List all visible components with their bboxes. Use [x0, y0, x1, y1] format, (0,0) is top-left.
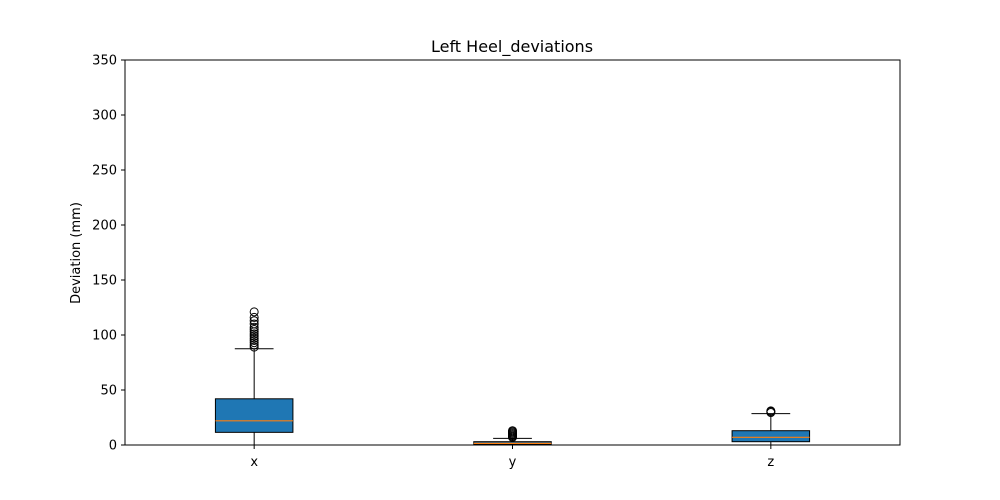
chart-title: Left Heel_deviations: [431, 37, 593, 57]
outlier-point: [508, 426, 517, 436]
outlier-point: [249, 333, 259, 343]
outlier-point: [249, 319, 259, 329]
plot-frame: [124, 59, 901, 446]
outlier-point: [249, 316, 259, 326]
outlier-point: [249, 322, 259, 332]
outlier-point: [249, 338, 259, 348]
iqr-box: [731, 430, 811, 443]
outlier-point: [249, 340, 259, 350]
y-tick-label: 150: [92, 274, 117, 289]
outlier-point: [249, 307, 259, 317]
outlier-point: [249, 329, 259, 339]
iqr-box: [214, 398, 294, 433]
plot-area: 0 50 100 150 200 250 300 350 x y z: [92, 54, 811, 470]
y-tick-label: 0: [109, 439, 117, 454]
x-tick-label: x: [250, 455, 258, 470]
y-axis-label: Deviation (mm): [69, 202, 84, 304]
x-tick-label: y: [509, 455, 517, 470]
outlier-point: [249, 325, 259, 334]
box-group-y: y: [473, 426, 552, 470]
y-tick-label: 50: [100, 384, 117, 399]
y-tick-label: 250: [92, 164, 117, 179]
y-tick-label: 100: [92, 329, 117, 344]
outlier-point: [249, 342, 259, 352]
outlier-point: [766, 406, 776, 416]
outlier-point: [249, 336, 259, 345]
y-tick-label: 300: [92, 109, 117, 124]
outlier-point: [249, 331, 259, 341]
x-tick-label: z: [767, 455, 774, 470]
y-tick-label: 350: [92, 54, 117, 69]
y-tick-label: 200: [92, 219, 117, 234]
outlier-point: [249, 312, 259, 322]
